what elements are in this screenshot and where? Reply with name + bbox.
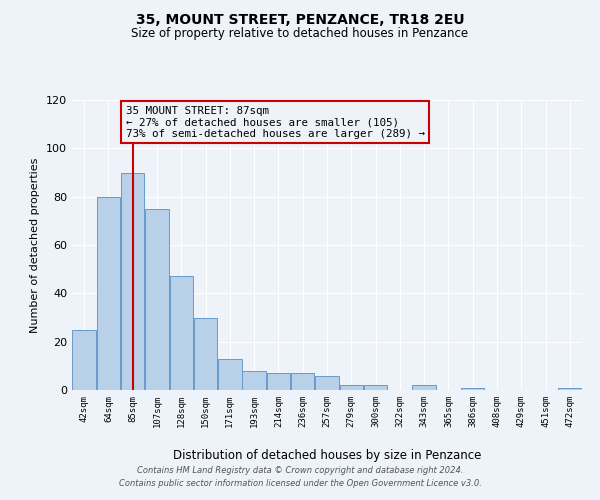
Text: Distribution of detached houses by size in Penzance: Distribution of detached houses by size … (173, 450, 481, 462)
Bar (266, 373, 290, 390)
Bar (97, 196, 120, 390)
Bar (291, 373, 314, 390)
Bar (461, 388, 484, 390)
Bar (242, 370, 266, 390)
Bar (194, 318, 217, 390)
Y-axis label: Number of detached properties: Number of detached properties (31, 158, 40, 332)
Bar (170, 276, 193, 390)
Text: 35 MOUNT STREET: 87sqm
← 27% of detached houses are smaller (105)
73% of semi-de: 35 MOUNT STREET: 87sqm ← 27% of detached… (125, 106, 425, 139)
Bar (340, 385, 363, 390)
Text: Size of property relative to detached houses in Penzance: Size of property relative to detached ho… (131, 28, 469, 40)
Bar (145, 209, 169, 390)
Bar (315, 376, 339, 390)
Bar (558, 388, 581, 390)
Bar (412, 385, 436, 390)
Bar (364, 385, 388, 390)
Bar (218, 358, 242, 390)
Bar (121, 172, 145, 390)
Bar (73, 330, 96, 390)
Text: 35, MOUNT STREET, PENZANCE, TR18 2EU: 35, MOUNT STREET, PENZANCE, TR18 2EU (136, 12, 464, 26)
Text: Contains HM Land Registry data © Crown copyright and database right 2024.
Contai: Contains HM Land Registry data © Crown c… (119, 466, 481, 487)
